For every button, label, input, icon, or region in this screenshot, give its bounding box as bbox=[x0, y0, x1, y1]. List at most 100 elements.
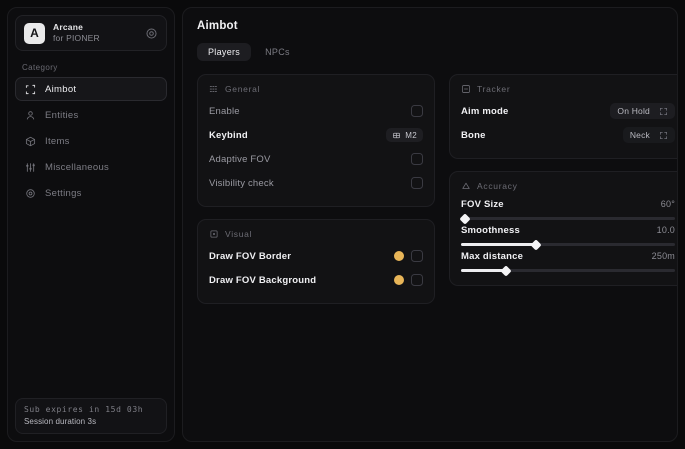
bone-value: Neck bbox=[629, 130, 650, 140]
panel-visual-header: Visual bbox=[209, 229, 423, 239]
slider-track[interactable] bbox=[461, 238, 675, 251]
mouse-icon bbox=[392, 131, 401, 140]
target-icon bbox=[461, 84, 471, 94]
brand-header[interactable]: A Arcane for PIONER bbox=[15, 15, 167, 51]
slider-fov-size[interactable]: FOV Size 60° bbox=[459, 196, 675, 225]
sidebar-item-entities[interactable]: Entities bbox=[15, 103, 167, 127]
session-duration-text: Session duration 3s bbox=[24, 417, 97, 426]
slider-label: Smoothness bbox=[461, 225, 521, 236]
main-content: Aimbot Players NPCs General bbox=[182, 7, 678, 442]
slider-header: Smoothness 10.0 bbox=[461, 225, 675, 236]
fov-border-color-swatch[interactable] bbox=[394, 251, 404, 261]
tab-bar: Players NPCs bbox=[197, 43, 665, 61]
fov-background-color-swatch[interactable] bbox=[394, 275, 404, 285]
panel-tracker: Tracker Aim mode On Hold bbox=[449, 74, 677, 159]
row-label: Enable bbox=[209, 105, 240, 117]
panel-tracker-title: Tracker bbox=[477, 84, 511, 94]
aim-mode-select[interactable]: On Hold bbox=[610, 103, 675, 119]
bone-select[interactable]: Neck bbox=[622, 127, 675, 143]
slider-track[interactable] bbox=[461, 264, 675, 277]
sub-expiry-text: Sub expires in 15d 03h bbox=[24, 405, 144, 414]
sidebar-item-label: Entities bbox=[45, 109, 79, 121]
slider-fill bbox=[461, 243, 536, 246]
slider-value: 10.0 bbox=[656, 225, 675, 235]
settings-columns: General Enable Keybind bbox=[197, 74, 677, 304]
app-logo: A bbox=[24, 22, 45, 44]
panel-accuracy: Accuracy FOV Size 60° bbox=[449, 171, 677, 286]
triangle-icon bbox=[461, 181, 471, 191]
left-column: General Enable Keybind bbox=[197, 74, 435, 304]
person-icon bbox=[25, 110, 36, 121]
sidebar: A Arcane for PIONER Category Ai bbox=[7, 7, 175, 442]
sidebar-item-settings[interactable]: Settings bbox=[15, 181, 167, 205]
row-adaptive-fov[interactable]: Adaptive FOV bbox=[209, 147, 423, 171]
keybind-value: M2 bbox=[405, 130, 417, 140]
sidebar-item-miscellaneous[interactable]: Miscellaneous bbox=[15, 155, 167, 179]
tab-players[interactable]: Players bbox=[197, 43, 252, 61]
row-label: Draw FOV Background bbox=[209, 274, 317, 286]
row-label: Bone bbox=[461, 129, 486, 141]
row-visibility-check[interactable]: Visibility check bbox=[209, 171, 423, 195]
slider-track[interactable] bbox=[459, 212, 675, 225]
row-bone[interactable]: Bone Neck bbox=[461, 123, 675, 147]
panel-accuracy-title: Accuracy bbox=[477, 181, 518, 191]
gear-icon bbox=[25, 188, 36, 199]
enable-checkbox[interactable] bbox=[411, 105, 423, 117]
panel-visual: Visual Draw FOV Border Draw FOV Backgrou… bbox=[197, 219, 435, 304]
panel-general-header: General bbox=[209, 84, 423, 94]
sidebar-item-label: Aimbot bbox=[45, 83, 77, 95]
row-enable[interactable]: Enable bbox=[209, 99, 423, 123]
sidebar-item-aimbot[interactable]: Aimbot bbox=[15, 77, 167, 101]
crosshair-icon bbox=[25, 84, 36, 95]
row-keybind[interactable]: Keybind M2 bbox=[209, 123, 423, 147]
brand-text: Arcane for PIONER bbox=[53, 21, 144, 44]
draw-fov-border-checkbox[interactable] bbox=[411, 250, 423, 262]
sliders-icon bbox=[25, 162, 36, 173]
visibility-check-checkbox[interactable] bbox=[411, 177, 423, 189]
category-label: Category bbox=[22, 63, 58, 72]
panel-visual-title: Visual bbox=[225, 229, 253, 239]
row-controls bbox=[394, 250, 423, 262]
aim-mode-value: On Hold bbox=[617, 106, 650, 116]
row-draw-fov-border[interactable]: Draw FOV Border bbox=[209, 244, 423, 268]
draw-fov-background-checkbox[interactable] bbox=[411, 274, 423, 286]
panel-tracker-header: Tracker bbox=[461, 84, 675, 94]
app-name: Arcane bbox=[53, 21, 84, 32]
slider-thumb[interactable] bbox=[500, 264, 512, 277]
slider-header: Max distance 250m bbox=[461, 251, 675, 262]
adaptive-fov-checkbox[interactable] bbox=[411, 153, 423, 165]
sidebar-item-label: Items bbox=[45, 135, 70, 147]
keybind-button[interactable]: M2 bbox=[386, 128, 423, 142]
row-label: Aim mode bbox=[461, 105, 509, 117]
row-controls bbox=[394, 274, 423, 286]
slider-smoothness[interactable]: Smoothness 10.0 bbox=[461, 222, 675, 251]
right-column: Tracker Aim mode On Hold bbox=[449, 74, 677, 304]
slider-label: Max distance bbox=[461, 251, 524, 262]
grid-icon bbox=[209, 84, 219, 94]
panel-general-title: General bbox=[225, 84, 261, 94]
slider-max-distance[interactable]: Max distance 250m bbox=[461, 248, 675, 277]
gear-icon[interactable] bbox=[144, 26, 158, 40]
sidebar-item-label: Miscellaneous bbox=[45, 161, 110, 173]
slider-label: FOV Size bbox=[461, 199, 504, 210]
box-icon bbox=[25, 136, 36, 147]
slider-fill bbox=[461, 269, 506, 272]
expand-icon bbox=[659, 107, 668, 116]
panel-general: General Enable Keybind bbox=[197, 74, 435, 207]
expand-icon bbox=[659, 131, 668, 140]
row-label: Draw FOV Border bbox=[209, 250, 292, 262]
subscription-status: Sub expires in 15d 03h Session duration … bbox=[15, 398, 167, 434]
row-draw-fov-background[interactable]: Draw FOV Background bbox=[209, 268, 423, 292]
panel-accuracy-header: Accuracy bbox=[461, 181, 675, 191]
page-title: Aimbot bbox=[197, 20, 238, 32]
row-label: Adaptive FOV bbox=[209, 153, 271, 165]
tab-npcs[interactable]: NPCs bbox=[265, 47, 290, 57]
slider-header: FOV Size 60° bbox=[461, 199, 675, 210]
sidebar-nav: Aimbot Entities Items bbox=[8, 77, 174, 205]
sidebar-item-label: Settings bbox=[45, 187, 82, 199]
row-aim-mode[interactable]: Aim mode On Hold bbox=[461, 99, 675, 123]
row-label: Visibility check bbox=[209, 177, 274, 189]
row-label: Keybind bbox=[209, 129, 248, 141]
sidebar-item-items[interactable]: Items bbox=[15, 129, 167, 153]
